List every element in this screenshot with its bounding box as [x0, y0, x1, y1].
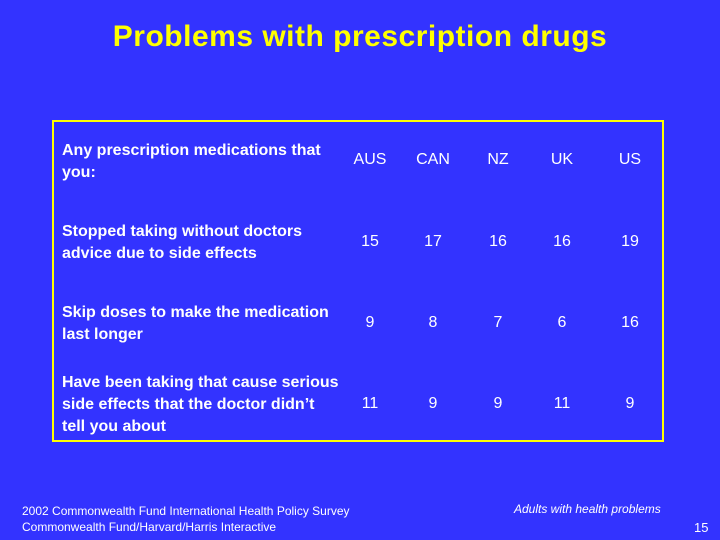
row-label-side-effects: Have been taking that cause serious side…	[62, 374, 339, 435]
column-header-uk: UK	[550, 151, 574, 168]
table-header-label: Any prescription medications that you:	[62, 142, 321, 181]
page-number: 15	[694, 520, 709, 535]
source-line-1: 2002 Commonwealth Fund International Hea…	[22, 504, 350, 518]
row-label-skip-doses: Skip doses to make the medication last l…	[62, 304, 329, 343]
cell-skip-us: 16	[621, 314, 639, 331]
column-header-us: US	[618, 151, 642, 168]
cell-sideeffects-nz: 9	[493, 395, 503, 412]
source-citation: 2002 Commonwealth Fund International Hea…	[22, 503, 350, 535]
cell-stopped-can: 17	[424, 233, 442, 250]
cell-skip-uk: 6	[557, 314, 567, 331]
cell-sideeffects-can: 9	[428, 395, 438, 412]
slide-title: Problems with prescription drugs	[112, 20, 608, 53]
column-header-aus: AUS	[353, 151, 387, 168]
column-header-can: CAN	[416, 151, 450, 168]
source-line-2: Commonwealth Fund/Harvard/Harris Interac…	[22, 520, 277, 534]
cell-sideeffects-us: 9	[625, 395, 635, 412]
cell-skip-nz: 7	[493, 314, 503, 331]
row-label-stopped-taking: Stopped taking without doctors advice du…	[62, 223, 302, 262]
cell-stopped-aus: 15	[361, 233, 379, 250]
cell-stopped-us: 19	[621, 233, 639, 250]
cell-sideeffects-uk: 11	[553, 395, 571, 412]
cell-stopped-nz: 16	[489, 233, 507, 250]
cell-sideeffects-aus: 11	[361, 395, 379, 412]
data-table-frame	[52, 120, 664, 442]
column-header-nz: NZ	[487, 151, 509, 168]
cell-skip-can: 8	[428, 314, 438, 331]
population-note: Adults with health problems	[514, 502, 661, 516]
cell-stopped-uk: 16	[553, 233, 571, 250]
cell-skip-aus: 9	[365, 314, 375, 331]
